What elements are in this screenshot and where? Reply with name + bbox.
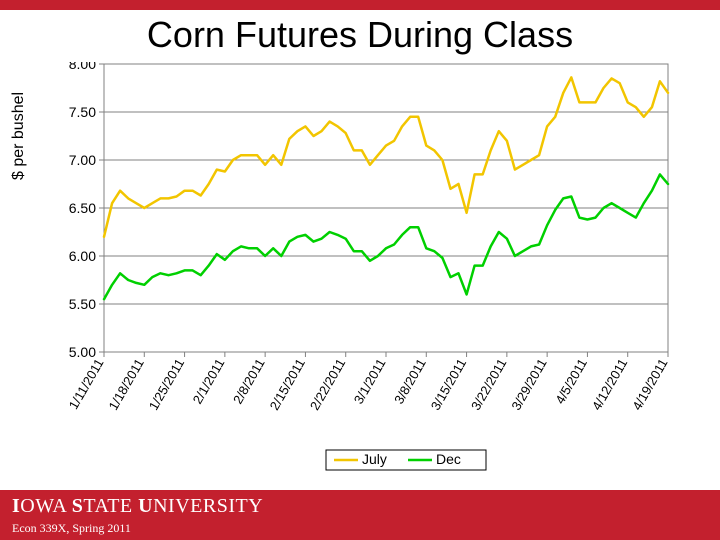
y-axis-label: $ per bushel [10, 92, 28, 180]
svg-text:3/22/2011: 3/22/2011 [468, 356, 509, 413]
svg-text:6.50: 6.50 [69, 200, 96, 216]
svg-text:4/5/2011: 4/5/2011 [552, 356, 590, 406]
slide: Corn Futures During Class $ per bushel 5… [0, 0, 720, 540]
svg-text:7.50: 7.50 [69, 104, 96, 120]
svg-text:4/12/2011: 4/12/2011 [589, 356, 630, 413]
svg-text:7.00: 7.00 [69, 152, 96, 168]
svg-text:4/19/2011: 4/19/2011 [629, 356, 670, 413]
course-label: Econ 339X, Spring 2011 [12, 521, 131, 536]
line-chart: 5.005.506.006.507.007.508.001/11/20111/1… [46, 62, 678, 482]
top-accent-bar [0, 0, 720, 10]
svg-text:1/25/2011: 1/25/2011 [146, 356, 187, 413]
university-logo: IOWA STATE UNIVERSITY [12, 495, 263, 518]
svg-text:Dec: Dec [436, 451, 461, 467]
footer-bar: IOWA STATE UNIVERSITY Econ 339X, Spring … [0, 490, 720, 540]
svg-text:3/29/2011: 3/29/2011 [508, 356, 549, 413]
svg-text:2/15/2011: 2/15/2011 [267, 356, 308, 413]
chart-container: 5.005.506.006.507.007.508.001/11/20111/1… [46, 62, 678, 482]
svg-text:6.00: 6.00 [69, 248, 96, 264]
svg-text:2/22/2011: 2/22/2011 [307, 356, 348, 413]
svg-text:8.00: 8.00 [69, 62, 96, 72]
slide-title: Corn Futures During Class [0, 14, 720, 56]
svg-text:3/1/2011: 3/1/2011 [351, 356, 389, 406]
svg-text:1/11/2011: 1/11/2011 [66, 356, 107, 412]
svg-text:5.50: 5.50 [69, 296, 96, 312]
svg-text:2/1/2011: 2/1/2011 [190, 356, 228, 406]
svg-text:3/15/2011: 3/15/2011 [428, 356, 469, 413]
svg-text:1/18/2011: 1/18/2011 [105, 356, 146, 413]
svg-text:July: July [362, 451, 387, 467]
svg-text:2/8/2011: 2/8/2011 [230, 356, 268, 406]
svg-text:3/8/2011: 3/8/2011 [391, 356, 429, 406]
